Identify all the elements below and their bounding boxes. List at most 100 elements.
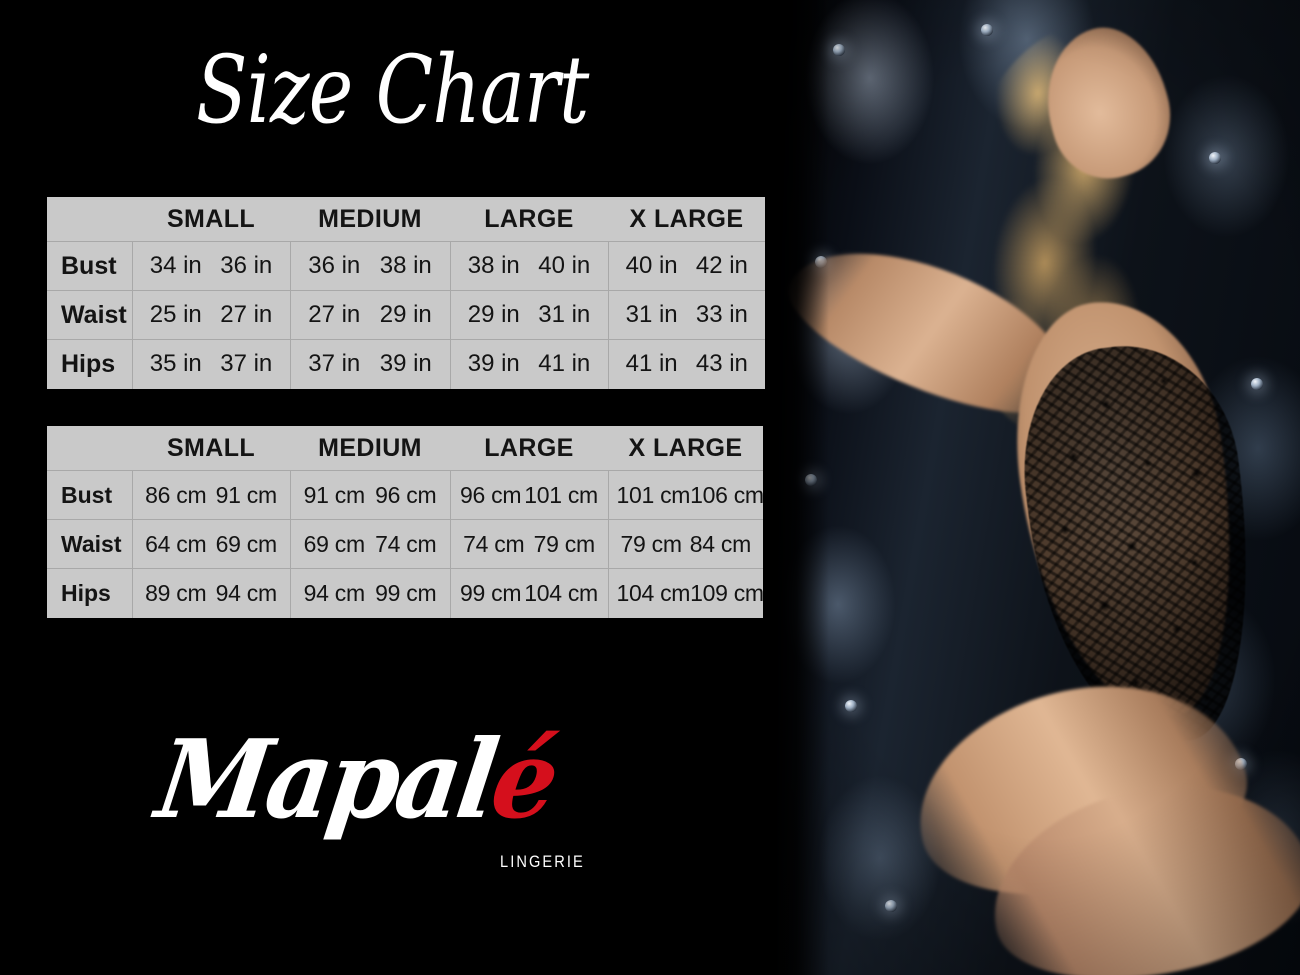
cell-hips-large: 39 in 41 in (450, 339, 609, 389)
value-min: 101 cm (616, 481, 691, 508)
cell-waist-x-large: 79 cm 84 cm (608, 519, 763, 569)
value-max: 37 in (220, 350, 273, 378)
value-min: 69 cm (303, 530, 365, 557)
page-title: Size Chart (196, 36, 589, 145)
value-min: 29 in (467, 301, 520, 328)
cell-waist-medium: 69 cm 74 cm (290, 519, 451, 569)
value-max: 94 cm (215, 579, 277, 606)
value-max: 109 cm (690, 579, 764, 606)
value-min: 38 in (467, 252, 520, 279)
size-table-inches-head: SMALL MEDIUM LARGE X LARGE (47, 197, 765, 242)
table-header-row: SMALL MEDIUM LARGE X LARGE (47, 426, 763, 471)
value-min: 99 cm (460, 579, 522, 606)
cell-hips-small: 35 in 37 in (132, 339, 291, 389)
cell-bust-small: 86 cm 91 cm (132, 470, 291, 520)
value-max: 96 cm (375, 481, 437, 508)
value-min: 104 cm (616, 579, 691, 606)
value-max: 99 cm (375, 579, 437, 606)
brand-wordmark-main: Mapal (149, 717, 502, 843)
header-corner (47, 426, 132, 471)
row-label-waist: Waist (47, 519, 133, 569)
cell-waist-large: 74 cm 79 cm (450, 519, 609, 569)
table-row: Waist 64 cm 69 cm 69 cm 74 cm 74 cm 79 cm 7… (47, 519, 763, 569)
row-label-bust: Bust (47, 470, 133, 520)
value-max: 38 in (379, 252, 432, 279)
value-max: 36 in (220, 252, 273, 279)
cell-hips-x-large: 104 cm 109 cm (608, 568, 764, 618)
value-max: 31 in (538, 301, 591, 328)
value-max: 79 cm (533, 530, 595, 557)
photo-left-edge-shade (775, 0, 829, 975)
row-label-waist: Waist (47, 290, 133, 340)
cell-bust-small: 34 in 36 in (132, 241, 291, 291)
value-min: 39 in (467, 350, 520, 378)
value-max: 91 cm (215, 481, 277, 508)
cell-hips-small: 89 cm 94 cm (132, 568, 291, 618)
row-label-hips: Hips (47, 568, 133, 618)
value-min: 89 cm (145, 579, 207, 606)
cell-bust-x-large: 40 in 42 in (608, 241, 765, 291)
cell-bust-large: 38 in 40 in (450, 241, 609, 291)
brand-wordmark: Mapalé (150, 717, 563, 843)
header-large: LARGE (450, 197, 608, 242)
cell-waist-medium: 27 in 29 in (290, 290, 451, 340)
table-header-row: SMALL MEDIUM LARGE X LARGE (47, 197, 765, 242)
size-table-centimeters-body: Bust 86 cm 91 cm 91 cm 96 cm 96 cm 101 cm 1… (47, 470, 764, 618)
value-max: 69 cm (215, 530, 277, 557)
cell-bust-medium: 36 in 38 in (290, 241, 451, 291)
size-table-inches-body: Bust 34 in 36 in 36 in 38 in 38 in 40 in 40… (47, 241, 765, 389)
value-max: 41 in (538, 350, 591, 378)
table-row: Bust 86 cm 91 cm 91 cm 96 cm 96 cm 101 cm 1… (47, 470, 764, 520)
value-min: 86 cm (145, 481, 207, 508)
table-row: Hips 35 in 37 in 37 in 39 in 39 in 41 in 41… (47, 339, 765, 389)
value-min: 31 in (625, 301, 678, 328)
cell-waist-large: 29 in 31 in (450, 290, 609, 340)
value-min: 64 cm (145, 530, 207, 557)
header-medium: MEDIUM (290, 197, 450, 242)
row-label-bust: Bust (47, 241, 133, 291)
value-max: 29 in (379, 301, 432, 328)
size-table-centimeters: SMALL MEDIUM LARGE X LARGE Bust 86 cm 91 … (47, 426, 764, 618)
header-large: LARGE (450, 426, 608, 471)
table-row: Hips 89 cm 94 cm 94 cm 99 cm 99 cm 104 cm 1… (47, 568, 764, 618)
value-max: 84 cm (689, 530, 751, 557)
value-max: 39 in (379, 350, 432, 378)
cell-bust-x-large: 101 cm 106 cm (608, 470, 764, 520)
value-min: 74 cm (463, 530, 525, 557)
value-min: 34 in (149, 252, 202, 279)
header-small: SMALL (132, 426, 290, 471)
value-max: 101 cm (524, 481, 598, 508)
value-max: 104 cm (524, 579, 598, 606)
header-medium: MEDIUM (290, 426, 450, 471)
value-min: 36 in (308, 252, 361, 279)
header-small: SMALL (132, 197, 290, 242)
size-table-centimeters-head: SMALL MEDIUM LARGE X LARGE (47, 426, 763, 471)
value-min: 96 cm (460, 481, 522, 508)
cell-waist-small: 64 cm 69 cm (132, 519, 291, 569)
value-min: 37 in (308, 350, 361, 378)
brand-subtitle: LINGERIE (500, 852, 585, 871)
value-min: 79 cm (620, 530, 682, 557)
value-max: 27 in (220, 301, 273, 328)
model-photo (775, 0, 1300, 975)
model-figure (775, 0, 1300, 975)
value-max: 40 in (538, 252, 591, 279)
cell-bust-large: 96 cm 101 cm (450, 470, 609, 520)
brand-logo: Mapalé LINGERIE (150, 717, 586, 886)
header-x-large: X LARGE (608, 426, 763, 471)
size-table-inches: SMALL MEDIUM LARGE X LARGE Bust 34 in 36 … (47, 197, 765, 389)
value-max: 106 cm (690, 481, 764, 508)
cell-waist-small: 25 in 27 in (132, 290, 291, 340)
value-max: 42 in (695, 252, 748, 279)
value-min: 41 in (625, 350, 678, 378)
cell-hips-x-large: 41 in 43 in (608, 339, 765, 389)
cell-hips-medium: 37 in 39 in (290, 339, 451, 389)
value-min: 91 cm (303, 481, 365, 508)
header-x-large: X LARGE (608, 197, 765, 242)
cell-hips-large: 99 cm 104 cm (450, 568, 609, 618)
value-min: 40 in (625, 252, 678, 279)
value-min: 94 cm (303, 579, 365, 606)
cell-waist-x-large: 31 in 33 in (608, 290, 765, 340)
table-row: Bust 34 in 36 in 36 in 38 in 38 in 40 in 40… (47, 241, 765, 291)
